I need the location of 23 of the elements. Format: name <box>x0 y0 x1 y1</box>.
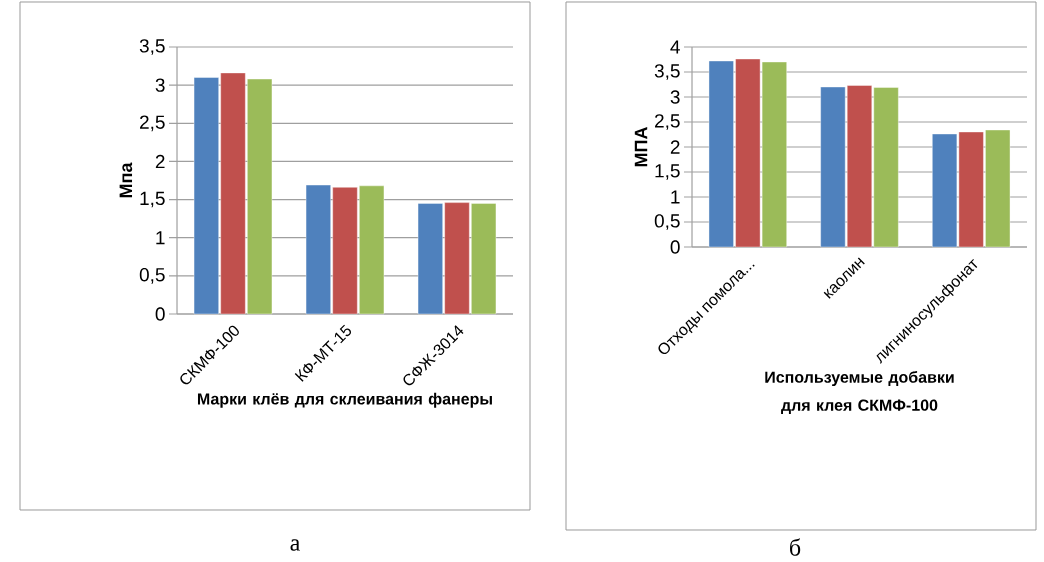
y-tick-label: 3,5 <box>139 39 165 55</box>
y-tick-label: 0,5 <box>654 214 680 230</box>
y-tick-label: 0 <box>670 240 680 254</box>
y-tick-label: 2,5 <box>140 115 165 132</box>
y-tick-label: 1 <box>156 231 165 245</box>
y-tick-label: 1,5 <box>655 164 680 180</box>
y-tick-label: 2 <box>670 140 680 154</box>
x-axis-title: Используемые добавки для клея СКМФ-100 <box>765 370 954 414</box>
y-tick-label: 1 <box>671 190 680 204</box>
text: б <box>790 538 801 556</box>
y-axis-title: МПА <box>634 126 648 167</box>
y-tick-label: 4 <box>670 40 680 54</box>
y-tick-label: 2,5 <box>655 114 680 130</box>
x-axis-title: Марки клёв для склеивания фанеры <box>197 392 492 408</box>
y-tick-label: 1,5 <box>140 191 165 208</box>
y-axis-title: Мпа <box>119 162 133 198</box>
text: а <box>290 539 300 551</box>
y-tick-label: 2 <box>155 154 165 169</box>
y-tick-label: 3,5 <box>654 64 680 80</box>
y-tick-label: 0,5 <box>139 268 165 284</box>
y-tick-label: 0 <box>155 307 165 321</box>
y-tick-label: 3 <box>155 78 165 92</box>
y-tick-label: 3 <box>670 90 680 104</box>
